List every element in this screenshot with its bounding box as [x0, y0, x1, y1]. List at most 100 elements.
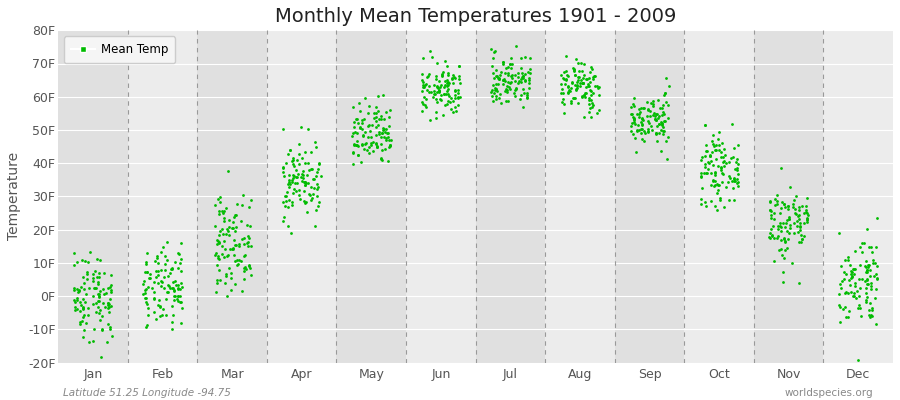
Point: [516, 73, 530, 79]
Point: [68, 298, 82, 305]
Bar: [406, 30, 475, 362]
Point: [88, 284, 103, 291]
Point: [365, 148, 380, 155]
Point: [561, 90, 575, 96]
Point: [838, 257, 852, 263]
Point: [790, 223, 805, 230]
Point: [79, 276, 94, 282]
Point: [656, 128, 670, 134]
Point: [841, 254, 855, 260]
Point: [523, 66, 537, 72]
Point: [508, 84, 523, 91]
Point: [800, 195, 814, 202]
Point: [70, 294, 85, 301]
Point: [563, 100, 578, 107]
Point: [79, 320, 94, 326]
Point: [355, 120, 369, 126]
Point: [79, 269, 94, 275]
Point: [588, 73, 602, 79]
Point: [714, 149, 728, 155]
Point: [795, 236, 809, 242]
Point: [234, 258, 248, 264]
Point: [582, 100, 597, 107]
Point: [505, 72, 519, 78]
Point: [507, 90, 521, 96]
Point: [556, 96, 571, 102]
Point: [436, 84, 451, 90]
Point: [764, 208, 778, 214]
Point: [711, 142, 725, 148]
Point: [86, 278, 100, 284]
Point: [364, 142, 378, 149]
Point: [226, 245, 240, 251]
Point: [484, 89, 499, 95]
Point: [710, 180, 724, 187]
Point: [155, 279, 169, 286]
Point: [292, 187, 306, 193]
Point: [648, 116, 662, 122]
Point: [422, 48, 436, 54]
Point: [781, 216, 796, 222]
Point: [726, 185, 741, 191]
Point: [571, 74, 585, 80]
Point: [355, 141, 369, 148]
Point: [67, 297, 81, 303]
Point: [722, 197, 736, 203]
Point: [88, 268, 103, 275]
Point: [76, 296, 91, 302]
Point: [833, 319, 848, 325]
Point: [358, 141, 373, 147]
Point: [381, 130, 395, 136]
Point: [494, 100, 508, 106]
Point: [771, 226, 786, 232]
Point: [172, 251, 186, 258]
Point: [777, 201, 791, 207]
Point: [839, 314, 853, 320]
Point: [446, 80, 461, 86]
Point: [76, 274, 90, 280]
Point: [296, 168, 310, 174]
Point: [170, 293, 184, 299]
Point: [626, 114, 641, 121]
Point: [450, 94, 464, 100]
Point: [634, 126, 648, 132]
Point: [512, 96, 526, 102]
Point: [485, 93, 500, 99]
Point: [648, 131, 662, 138]
Point: [695, 185, 709, 192]
Point: [701, 166, 716, 172]
Point: [153, 302, 167, 309]
Point: [215, 210, 230, 216]
Point: [715, 164, 729, 171]
Point: [768, 201, 782, 208]
Point: [349, 138, 364, 144]
Point: [496, 60, 510, 67]
Point: [237, 268, 251, 274]
Point: [706, 177, 720, 183]
Point: [726, 177, 741, 184]
Point: [846, 265, 860, 272]
Point: [295, 174, 310, 181]
Point: [783, 225, 797, 232]
Point: [73, 321, 87, 328]
Point: [439, 90, 454, 97]
Point: [630, 126, 644, 133]
Point: [81, 338, 95, 345]
Point: [833, 263, 848, 269]
Point: [436, 90, 451, 97]
Point: [793, 222, 807, 229]
Point: [592, 92, 607, 98]
Point: [103, 296, 117, 302]
Point: [377, 146, 392, 152]
Point: [799, 214, 814, 221]
Point: [285, 155, 300, 162]
Point: [703, 153, 717, 159]
Point: [448, 94, 463, 101]
Point: [292, 160, 306, 167]
Point: [833, 285, 848, 291]
Point: [630, 111, 644, 117]
Point: [140, 322, 154, 328]
Point: [705, 138, 719, 144]
Point: [869, 215, 884, 221]
Point: [859, 296, 873, 303]
